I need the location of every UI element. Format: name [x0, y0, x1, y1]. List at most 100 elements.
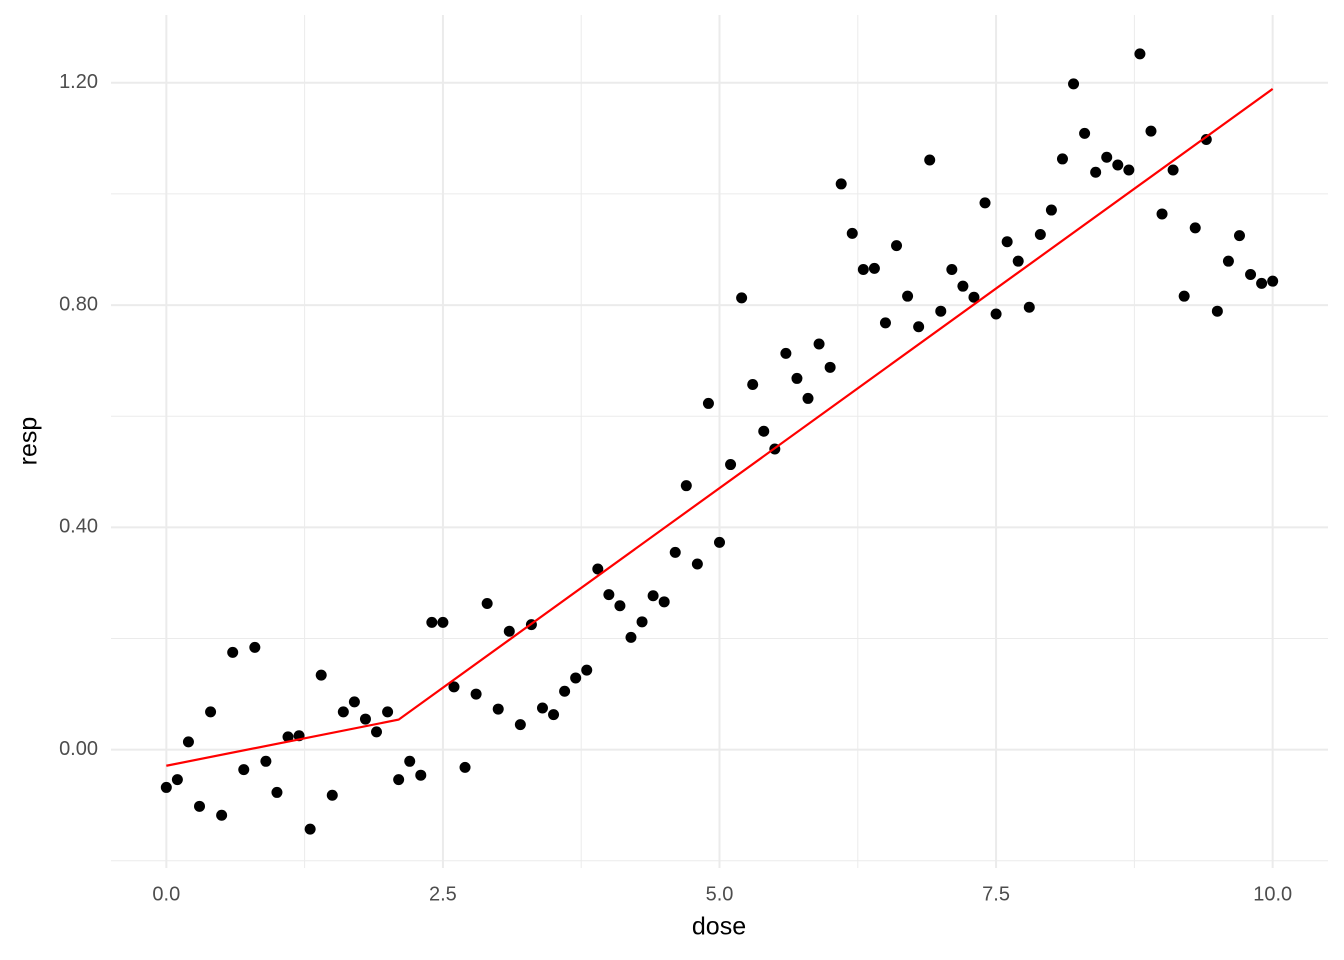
point — [946, 264, 958, 276]
point — [249, 641, 261, 653]
point — [570, 672, 582, 684]
point — [813, 338, 825, 350]
point — [902, 290, 914, 302]
point — [459, 761, 471, 773]
point — [990, 308, 1002, 320]
point — [592, 563, 604, 575]
point — [1101, 151, 1113, 163]
point — [1068, 78, 1080, 90]
point — [548, 709, 560, 721]
point — [348, 696, 360, 708]
point — [271, 786, 283, 798]
point — [891, 240, 903, 252]
point — [669, 546, 681, 558]
point — [315, 669, 327, 681]
x-tick-label: 0.0 — [152, 883, 180, 905]
point — [680, 480, 692, 492]
point — [968, 291, 980, 303]
y-axis-title: resp — [15, 417, 43, 466]
point — [1200, 133, 1212, 145]
point — [835, 178, 847, 190]
point — [935, 305, 947, 317]
point — [1001, 236, 1013, 248]
point — [846, 227, 858, 239]
point — [481, 597, 493, 609]
point — [1112, 159, 1124, 171]
y-tick-label: 0.00 — [59, 738, 98, 760]
point — [216, 809, 228, 821]
point — [1256, 277, 1268, 289]
point — [1267, 275, 1279, 287]
point — [1156, 208, 1168, 220]
point — [1079, 127, 1091, 139]
point — [382, 706, 394, 718]
point — [194, 800, 206, 812]
point — [1233, 230, 1245, 242]
point — [1134, 48, 1146, 60]
point — [415, 769, 427, 781]
point — [426, 616, 438, 628]
point — [913, 321, 925, 333]
y-tick-label: 1.20 — [59, 71, 98, 93]
point — [736, 292, 748, 304]
point — [1211, 305, 1223, 317]
point — [1034, 229, 1046, 241]
point — [758, 425, 770, 437]
point — [1123, 164, 1135, 176]
point — [658, 596, 670, 608]
point — [1178, 290, 1190, 302]
x-tick-label: 7.5 — [982, 883, 1010, 905]
point — [503, 625, 515, 637]
point — [171, 774, 183, 786]
point — [868, 262, 880, 274]
fit-line — [166, 88, 1274, 767]
point — [492, 703, 504, 715]
point — [1189, 222, 1201, 234]
point — [725, 459, 737, 471]
point — [636, 616, 648, 628]
point — [1056, 153, 1068, 165]
point — [747, 379, 759, 391]
point — [857, 264, 869, 276]
point — [304, 823, 316, 835]
point — [1145, 125, 1157, 137]
point — [393, 774, 405, 786]
point — [581, 664, 593, 676]
point — [182, 736, 194, 748]
y-tick-label: 0.80 — [59, 293, 98, 315]
point — [1222, 255, 1234, 267]
point — [714, 536, 725, 548]
point — [359, 713, 371, 725]
y-tick-label: 0.40 — [59, 516, 98, 538]
point — [780, 347, 792, 359]
point — [879, 317, 891, 329]
point — [979, 197, 991, 209]
point — [470, 688, 482, 700]
point — [326, 789, 338, 801]
point — [1167, 164, 1179, 176]
point — [559, 685, 571, 697]
point — [625, 631, 637, 643]
point — [647, 590, 659, 602]
point — [691, 558, 703, 570]
point — [514, 719, 526, 731]
point — [536, 702, 548, 714]
x-tick-label: 10.0 — [1253, 883, 1292, 905]
point — [1245, 269, 1257, 281]
x-axis-title: dose — [692, 913, 746, 941]
point — [238, 764, 250, 776]
point — [404, 755, 416, 767]
point — [437, 616, 449, 628]
point — [227, 646, 239, 658]
point — [337, 706, 349, 718]
point — [371, 726, 383, 738]
x-tick-label: 5.0 — [706, 883, 734, 905]
point — [448, 681, 460, 693]
point — [205, 706, 217, 718]
point — [802, 392, 814, 404]
x-tick-label: 2.5 — [429, 883, 457, 905]
point — [1090, 166, 1102, 178]
point — [1045, 204, 1057, 216]
point — [702, 397, 714, 409]
point — [160, 781, 172, 793]
